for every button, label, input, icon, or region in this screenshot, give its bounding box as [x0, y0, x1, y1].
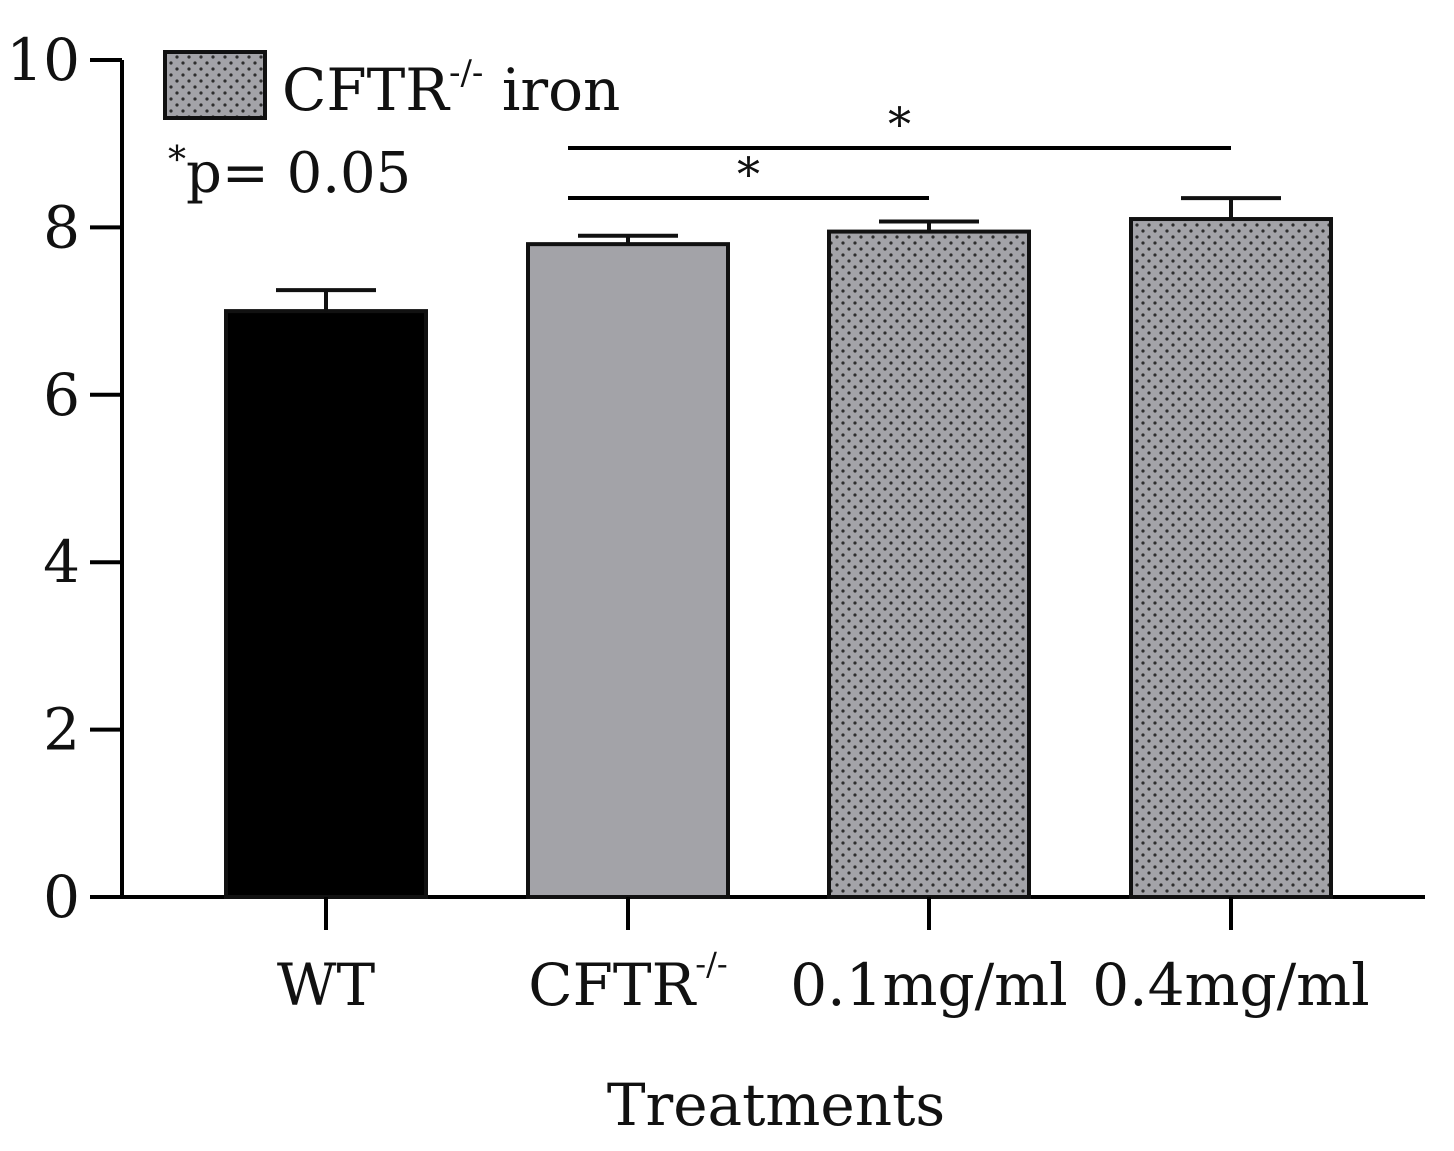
- x-tick-label-text: WT: [277, 951, 376, 1019]
- x-tick-label: WT: [277, 951, 376, 1019]
- y-tick-label: 4: [43, 528, 80, 596]
- bar: [827, 229, 1031, 899]
- y-tick-label: 0: [43, 863, 80, 931]
- legend-label-suffix: iron: [483, 56, 620, 124]
- y-tick-label: 2: [43, 696, 80, 764]
- p-value-note: *p= 0.05: [168, 140, 411, 206]
- legend-swatch: [163, 50, 267, 120]
- y-tick-label: 10: [6, 26, 80, 94]
- bar: [1129, 217, 1333, 899]
- y-tick-label: 6: [43, 361, 80, 429]
- x-tick-label-sup: -/-: [695, 945, 727, 983]
- x-tick-label-text: 0.4mg/ml: [1092, 951, 1369, 1019]
- legend: CFTR-/- iron: [163, 50, 620, 124]
- x-tick-label: 0.1mg/ml: [790, 951, 1067, 1019]
- significance-star: *: [737, 147, 760, 201]
- p-value-text: p= 0.05: [186, 141, 411, 206]
- legend-label: CFTR-/- iron: [282, 53, 620, 124]
- legend-label-text: CFTR: [282, 56, 451, 124]
- x-axis-title: Treatments: [607, 1071, 945, 1139]
- x-tick-label-text: CFTR: [528, 951, 697, 1019]
- p-value-star: *: [168, 140, 186, 181]
- x-tick-label: 0.4mg/ml: [1092, 951, 1369, 1019]
- significance-star: *: [888, 97, 911, 151]
- x-tick-label-text: 0.1mg/ml: [790, 951, 1067, 1019]
- x-tick-label: CFTR-/-: [528, 945, 727, 1019]
- legend-label-sup: -/-: [449, 53, 483, 93]
- y-tick-label: 8: [43, 193, 80, 261]
- bar: [224, 309, 428, 900]
- bar: [526, 242, 730, 899]
